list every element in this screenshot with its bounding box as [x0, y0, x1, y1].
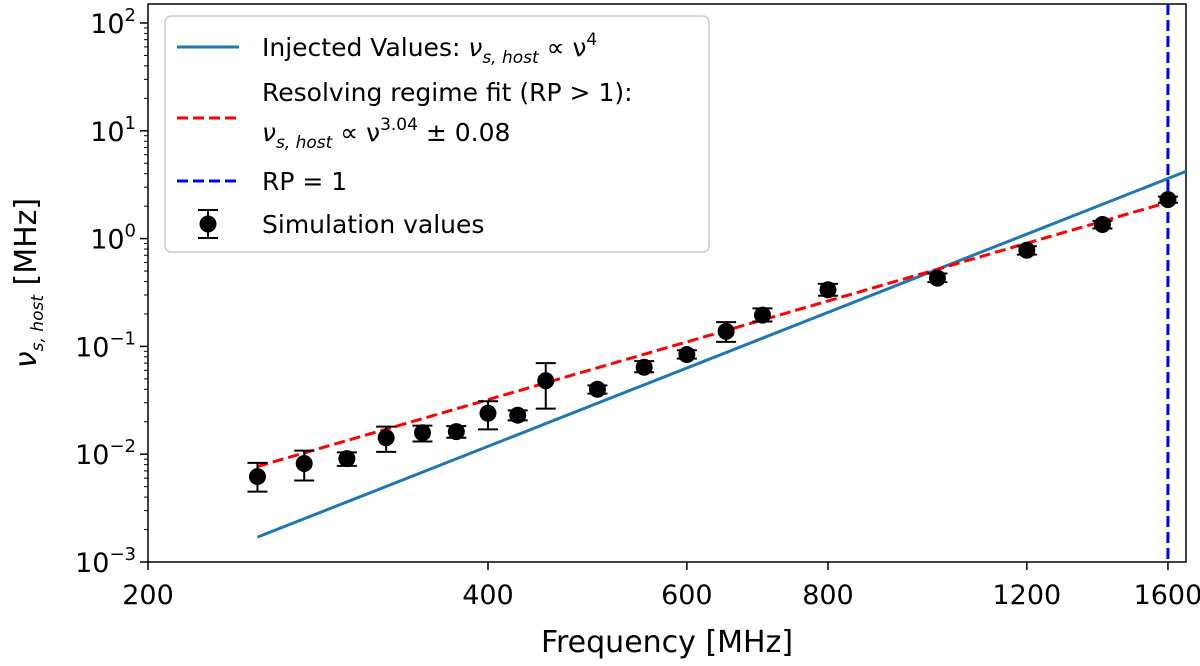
legend-formula-fit-tail: ± 0.08: [418, 118, 511, 147]
simulation-point: [376, 425, 397, 453]
simulation-point: [1157, 191, 1178, 209]
simulation-marker: [819, 281, 837, 299]
simulation-marker: [1018, 241, 1036, 259]
simulation-marker: [1159, 191, 1177, 209]
simulation-point: [247, 461, 268, 493]
simulation-point: [634, 358, 655, 376]
y-axis: 10−3 10−2 10−1 100 101 102: [75, 5, 148, 579]
legend-formula-fit-sub: s, host: [276, 133, 334, 153]
simulation-marker: [248, 468, 266, 486]
simulation-point: [535, 362, 556, 410]
legend-swatch-simulation: [198, 209, 218, 239]
simulation-point: [1016, 241, 1037, 259]
simulation-marker: [338, 450, 356, 468]
simulation-marker: [447, 423, 465, 441]
simulation-point: [412, 424, 433, 443]
x-tick-label: 600: [661, 580, 713, 611]
simulation-marker: [413, 424, 431, 442]
legend-formula-fit-sup: 3.04: [380, 115, 418, 135]
simulation-marker: [537, 372, 555, 390]
simulation-point: [752, 306, 773, 324]
legend-formula-injected-sub: s, host: [482, 48, 540, 68]
simulation-point: [716, 321, 737, 343]
simulation-marker: [588, 380, 606, 398]
simulation-marker: [717, 322, 735, 340]
legend-formula-fit-rest: ∝ ν: [332, 118, 380, 147]
legend-formula-injected-rest: ∝ ν: [539, 33, 587, 62]
x-axis: 200 400 600 800 1200 1600: [122, 562, 1200, 611]
legend-formula-injected-sup: 4: [586, 30, 597, 50]
simulation-point: [676, 346, 697, 364]
y-tick-label: 102: [90, 5, 136, 40]
simulation-point: [336, 450, 357, 468]
legend-formula-injected-sym: ν: [468, 33, 482, 62]
simulation-point: [477, 400, 498, 431]
y-tick-label: 10−1: [75, 328, 136, 363]
legend-label-injected: Injected Values: νs, host ∝ ν4: [262, 30, 597, 68]
resolving-fit-line: [256, 200, 1169, 468]
y-tick-label: 101: [90, 113, 136, 148]
data-layer: [247, 4, 1186, 562]
x-tick-label: 400: [462, 580, 514, 611]
legend: Injected Values: νs, host ∝ ν4 Resolving…: [164, 15, 710, 253]
simulation-point: [927, 269, 948, 287]
x-tick-label: 1600: [1134, 580, 1200, 611]
simulation-marker: [635, 358, 653, 376]
legend-label-rp: RP = 1: [262, 167, 347, 196]
simulation-marker: [509, 406, 527, 424]
y-tick-label: 10−3: [75, 544, 136, 579]
legend-formula-fit: νs, host ∝ ν3.04 ± 0.08: [262, 115, 510, 153]
simulation-point: [507, 406, 528, 424]
simulation-marker: [678, 346, 696, 364]
y-tick-label: 10−2: [75, 436, 136, 471]
y-axis-title: νs, host [MHz]: [9, 198, 48, 368]
simulation-marker: [295, 454, 313, 472]
simulation-point: [446, 423, 467, 441]
injected-values-line: [256, 170, 1186, 539]
simulation-marker: [479, 404, 497, 422]
simulation-marker: [928, 269, 946, 287]
x-axis-title: Frequency [MHz]: [541, 625, 793, 660]
simulation-point: [817, 281, 838, 299]
legend-formula-fit-sym: ν: [262, 118, 276, 147]
legend-label-fit: Resolving regime fit (RP > 1):: [262, 78, 633, 107]
x-tick-label: 800: [802, 580, 854, 611]
legend-text-injected: Injected Values:: [262, 33, 468, 62]
legend-box: [164, 15, 710, 253]
simulation-point: [1092, 216, 1113, 234]
x-tick-label: 200: [122, 580, 174, 611]
y-tick-label: 100: [90, 221, 136, 256]
x-tick-label: 1200: [992, 580, 1061, 611]
simulation-marker: [377, 429, 395, 447]
simulation-marker: [1093, 216, 1111, 234]
legend-label-simulation: Simulation values: [262, 210, 484, 239]
simulation-marker: [753, 306, 771, 324]
simulation-point: [294, 449, 315, 482]
simulation-point: [587, 380, 608, 398]
